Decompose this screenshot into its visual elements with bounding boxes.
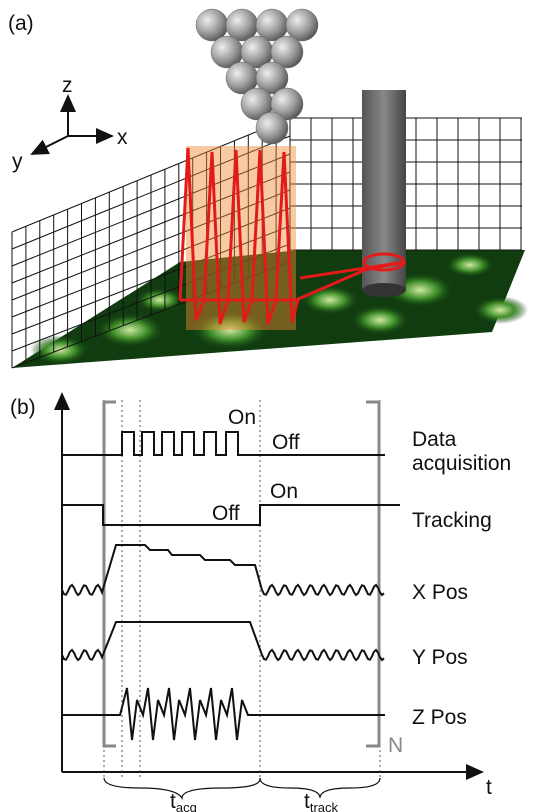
axis-label: y [12,150,23,173]
signal-name: acquisition [412,452,511,475]
sphere [255,111,289,145]
panel-label: (a) [8,12,34,35]
signal-name: Z Pos [412,706,467,729]
interval-sub: acq [176,800,197,812]
tip [195,8,319,145]
blob [300,285,360,315]
interval-symbol: t [304,790,310,812]
grid-line [11,171,291,284]
signal-line [62,504,400,526]
blob [135,287,185,313]
blob [350,305,410,335]
repeat-label: N [388,734,403,757]
bracket [102,400,116,748]
interval-label: tacq [170,790,197,812]
time-label: t [486,776,492,799]
state-label: Off [212,502,240,525]
sphere [255,8,289,42]
grid-line [11,207,291,318]
panel-label: (b) [10,396,36,419]
signal-name: X Pos [412,581,468,604]
grid-line [11,261,291,369]
signal-line [62,431,385,456]
blob [95,312,165,348]
track-circle [362,252,406,272]
sphere [195,8,229,42]
interval-label: ttrack [304,790,339,812]
sphere [255,61,289,95]
signal-name: Data [412,428,457,451]
brace [259,777,381,799]
axis-label: z [62,74,73,97]
blob [190,310,270,350]
bracket [366,400,381,748]
state-label: On [270,480,298,503]
state-label: Off [272,431,300,454]
sphere [225,8,259,42]
cylinder [362,90,406,290]
signal-line [62,687,385,741]
brace [103,777,261,801]
grid-line [11,225,291,335]
state-label: On [228,406,256,429]
axis-label: x [117,126,128,149]
signal-line [61,544,385,597]
interval-symbol: t [170,790,176,812]
grid-line [11,135,291,250]
sphere [270,35,304,69]
guides [103,400,381,780]
sphere [285,8,319,42]
sphere [270,87,304,121]
grid-line [11,117,291,233]
track-path [295,260,406,302]
cylinder-base [362,283,406,297]
blob [472,296,528,324]
signal-line [61,621,385,662]
blob [445,252,495,278]
signal-name: Y Pos [412,646,468,669]
surface-texture [30,252,528,365]
grid-line [11,189,291,301]
signals [61,431,400,741]
axis-y [30,135,69,155]
grid-line [11,243,291,352]
grid-line [11,153,291,267]
signal-name: Tracking [412,509,492,532]
interval-sub: track [310,800,339,812]
scan-path [178,147,300,325]
